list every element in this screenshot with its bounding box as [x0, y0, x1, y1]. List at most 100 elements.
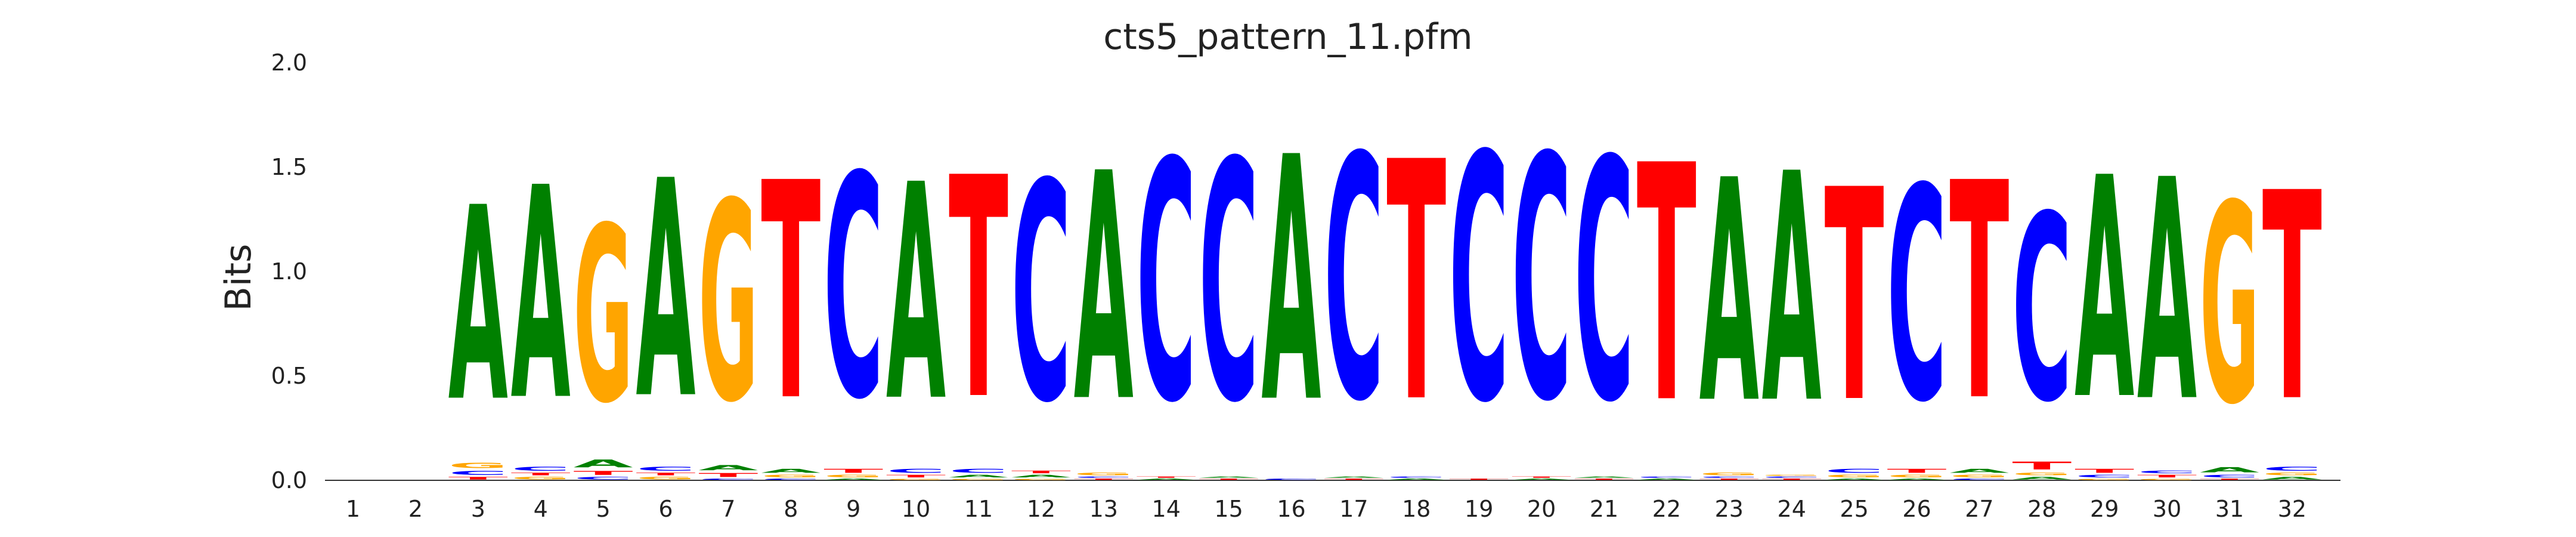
y-tick-label: 1.0 [271, 258, 307, 285]
logo-letter-C-pos-12: C [1011, 119, 1071, 469]
x-tick-label: 23 [1715, 496, 1744, 522]
logo-letter-T-pos-9: T [823, 468, 883, 474]
x-tick-label: 7 [721, 496, 735, 522]
x-tick-label: 27 [1965, 496, 1993, 522]
x-tick-label: 29 [2090, 496, 2119, 522]
logo-letter-G-pos-31: G [2200, 147, 2259, 465]
logo-letter-T-pos-28: T [2012, 459, 2072, 472]
logo-letter-A-pos-16: A [1262, 87, 1322, 478]
logo-letter-C-pos-4: C [511, 465, 571, 472]
x-tick-label: 10 [902, 496, 930, 522]
x-tick-label: 26 [1902, 496, 1931, 522]
y-tick-label: 0.0 [271, 467, 307, 493]
y-tick-label: 2.0 [271, 50, 307, 76]
logo-letter-T-pos-14: T [1137, 476, 1196, 478]
x-tick-label: 14 [1152, 496, 1181, 522]
logo-letter-A-pos-30: A [2137, 116, 2197, 469]
logo-letter-A-pos-6: A [636, 118, 696, 465]
logo-letter-C-pos-9: C [823, 112, 883, 467]
logo-letter-G-pos-4: G [511, 476, 571, 480]
logo-letter-stacks: TCGAGTCACTAGGTCACTAGCGATAGTCGTCAGACTGATC… [448, 84, 2323, 480]
logo-letter-A-pos-8: A [761, 468, 821, 474]
logo-letter-G-pos-26: G [1887, 474, 1947, 479]
y-axis-ticks: 0.0 0.5 1.0 1.5 2.0 [271, 50, 307, 493]
logo-letter-A-pos-13: A [1074, 107, 1134, 471]
x-tick-label: 16 [1277, 496, 1305, 522]
logo-letter-C-pos-6: C [636, 465, 696, 472]
x-tick-label: 20 [1527, 496, 1556, 522]
logo-letter-C-pos-18: C [1386, 476, 1446, 478]
logo-letter-C-pos-19: C [1449, 84, 1509, 477]
logo-letter-G-pos-11: G [949, 479, 1008, 480]
x-tick-label: 24 [1778, 496, 1806, 522]
logo-letter-G-pos-8: G [761, 474, 821, 479]
logo-letter-C-pos-17: C [1324, 87, 1383, 476]
logo-letter-T-pos-13: T [1074, 479, 1134, 480]
x-tick-label: 8 [784, 496, 798, 522]
logo-letter-T-pos-27: T [1949, 119, 2010, 467]
logo-letter-C-pos-16: C [1262, 479, 1321, 480]
logo-letter-A-pos-20: A [1512, 478, 1571, 480]
x-tick-label: 2 [408, 496, 423, 522]
logo-letter-G-pos-30: G [2137, 479, 2197, 480]
logo-letter-A-pos-15: A [1199, 476, 1259, 479]
logo-letter-A-pos-9: A [823, 478, 883, 480]
logo-letter-A-pos-26: A [1887, 478, 1947, 480]
logo-letter-A-pos-5: A [574, 457, 633, 470]
x-tick-label: 9 [846, 496, 860, 522]
logo-letter-T-pos-19: T [1449, 479, 1509, 480]
x-tick-label: 21 [1590, 496, 1618, 522]
x-tick-label: 25 [1840, 496, 1868, 522]
x-tick-label: 28 [2027, 496, 2056, 522]
logo-letter-A-pos-4: A [511, 126, 571, 465]
logo-letter-T-pos-5: T [574, 470, 633, 476]
x-tick-label: 32 [2278, 496, 2306, 522]
logo-letter-A-pos-14: A [1137, 478, 1196, 480]
logo-letter-C-pos-30: C [2137, 470, 2197, 474]
logo-letter-G-pos-13: G [1074, 472, 1134, 476]
logo-letter-G-pos-32: G [2262, 472, 2322, 476]
logo-letter-T-pos-10: T [886, 474, 946, 479]
logo-letter-C-pos-27: C [1949, 479, 2009, 480]
logo-letter-C-pos-15: C [1199, 92, 1259, 475]
x-axis-ticks: 1 2 3 4 5 6 7 8 9 10 11 12 13 14 15 16 17 18 19 20 21 22 23 24 2… [346, 496, 2306, 522]
x-tick-label: 18 [1402, 496, 1431, 522]
logo-letter-T-pos-18: T [1386, 92, 1447, 475]
logo-letter-T-pos-22: T [1637, 97, 1697, 476]
logo-letter-C-pos-26: C [1887, 126, 1947, 467]
logo-letter-G-pos-6: G [636, 476, 696, 480]
logo-letter-C-pos-13: C [1074, 476, 1134, 478]
logo-letter-T-pos-11: T [949, 115, 1009, 467]
logo-letter-A-pos-27: A [1949, 468, 2009, 474]
x-tick-label: 22 [1652, 496, 1681, 522]
logo-letter-G-pos-27: G [1949, 474, 2009, 479]
logo-letter-T-pos-12: T [1011, 470, 1071, 474]
logo-letter-A-pos-29: A [2075, 115, 2135, 467]
logo-letter-C-pos-24: C [1762, 476, 1822, 478]
logo-letter-G-pos-9: G [823, 474, 883, 479]
x-tick-label: 13 [1089, 496, 1118, 522]
logo-letter-A-pos-31: A [2200, 466, 2259, 474]
logo-letter-C-pos-29: C [2075, 474, 2134, 478]
logo-letter-T-pos-17: T [1324, 479, 1383, 480]
logo-letter-T-pos-20: T [1512, 476, 1571, 478]
logo-letter-G-pos-7: G [698, 144, 758, 462]
logo-letter-G-pos-3: G [448, 462, 508, 470]
logo-letter-G-pos-28: G [2012, 472, 2072, 476]
x-tick-label: 1 [346, 496, 360, 522]
logo-letter-A-pos-28: A [2012, 476, 2072, 480]
x-tick-label: 11 [964, 496, 993, 522]
logo-letter-C-pos-10: C [886, 468, 946, 474]
logo-letter-C-pos-11: C [949, 468, 1008, 474]
logo-letter-A-pos-3: A [448, 152, 509, 461]
logo-letter-A-pos-17: A [1324, 476, 1383, 479]
logo-letter-A-pos-22: A [1637, 478, 1696, 480]
logo-letter-A-pos-12: A [1011, 474, 1071, 479]
logo-letter-C-pos-7: C [698, 479, 758, 480]
logo-letter-A-pos-25: A [1825, 478, 1884, 480]
logo-letter-T-pos-3: T [448, 476, 508, 480]
x-tick-label: 31 [2215, 496, 2244, 522]
logo-letter-A-pos-18: A [1386, 478, 1446, 480]
